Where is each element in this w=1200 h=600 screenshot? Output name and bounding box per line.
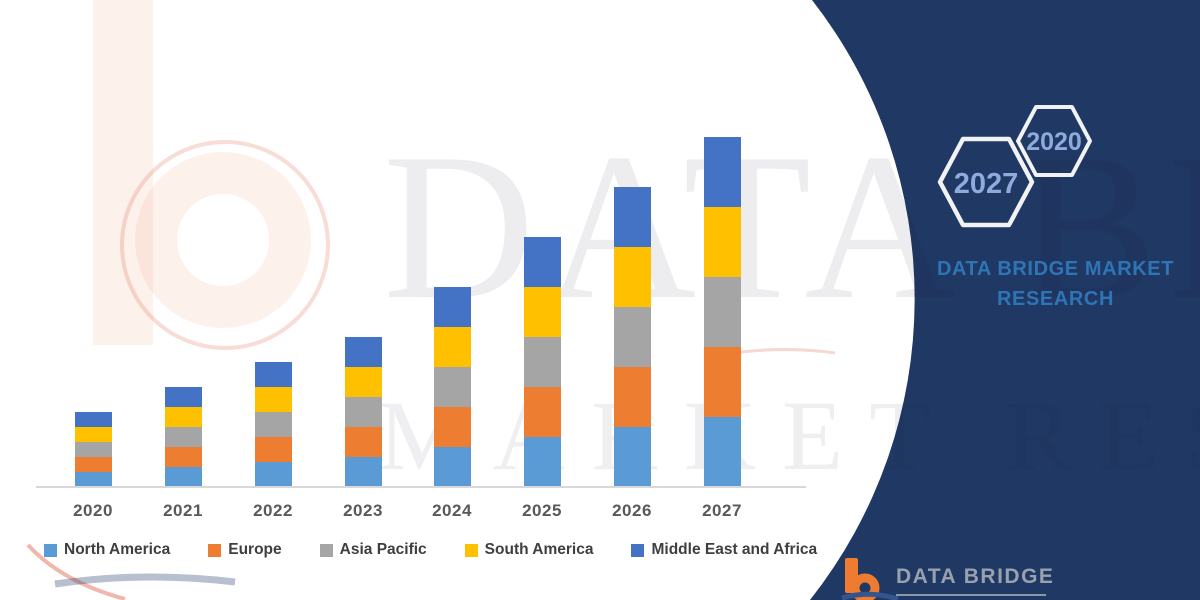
segment-north-america-2026 (613, 427, 651, 487)
x-axis-label-2021: 2021 (163, 501, 203, 520)
bar-2026 (613, 187, 651, 487)
logo-underline (896, 594, 1046, 596)
segment-middle-east-and-africa-2027 (703, 137, 741, 207)
panel-title-line1: DATA BRIDGE MARKET (936, 258, 1175, 280)
segment-middle-east-and-africa-2025 (523, 237, 561, 287)
segment-europe-2022 (254, 437, 292, 462)
segment-south-america-2021 (164, 407, 202, 427)
segment-middle-east-and-africa-2024 (433, 287, 471, 327)
segment-middle-east-and-africa-2022 (254, 362, 292, 387)
segment-europe-2021 (164, 447, 202, 467)
bar-2025 (523, 237, 561, 487)
legend-item-middle-east-and-africa: Middle East and Africa (631, 541, 817, 559)
watermark-red-arc-bottom (26, 543, 126, 600)
segment-europe-2023 (344, 427, 382, 457)
legend-item-south-america: South America (464, 541, 594, 559)
hexagon-2027-label: 2027 (954, 168, 1019, 200)
segment-north-america-2023 (344, 457, 382, 487)
panel-title: DATA BRIDGE MARKET RESEARCH (928, 254, 1183, 314)
segment-south-america-2023 (344, 367, 382, 397)
legend-label-north-america: North America (64, 541, 171, 558)
segment-asia-pacific-2024 (433, 367, 471, 407)
hexagon-2027 (937, 136, 1035, 228)
segment-middle-east-and-africa-2020 (74, 412, 112, 427)
segment-north-america-2021 (164, 467, 202, 487)
segment-asia-pacific-2022 (254, 412, 292, 437)
bar-2022 (254, 362, 292, 487)
hexagon-2020-label: 2020 (1026, 128, 1082, 156)
segment-europe-2027 (703, 347, 741, 417)
legend-swatch-south-america (464, 544, 478, 557)
watermark-text-secondary: MARKET RESEARCH (378, 380, 1200, 491)
segment-asia-pacific-2026 (613, 307, 651, 367)
legend-label-south-america: South America (484, 541, 594, 558)
watermark-red-ring (120, 140, 330, 350)
x-axis-label-2024: 2024 (432, 501, 472, 520)
segment-south-america-2025 (523, 287, 561, 337)
logo-b-bowl (850, 573, 880, 600)
legend-label-asia-pacific: Asia Pacific (339, 541, 427, 558)
legend-swatch-asia-pacific (319, 544, 333, 557)
segment-south-america-2026 (613, 247, 651, 307)
x-axis-label-2025: 2025 (522, 501, 562, 520)
segment-north-america-2025 (523, 437, 561, 487)
segment-south-america-2022 (254, 387, 292, 412)
segment-asia-pacific-2025 (523, 337, 561, 387)
x-axis-label-2022: 2022 (253, 501, 293, 520)
segment-europe-2020 (74, 457, 112, 472)
segment-middle-east-and-africa-2026 (613, 187, 651, 247)
x-axis-label-2026: 2026 (612, 501, 652, 520)
legend-label-europe: Europe (228, 541, 282, 558)
segment-north-america-2027 (703, 417, 741, 487)
chart-legend: North America Europe Asia Pacific South Ame… (44, 541, 817, 559)
bar-2027 (703, 137, 741, 487)
segment-europe-2025 (523, 387, 561, 437)
segment-south-america-2020 (74, 427, 112, 442)
x-axis-label-2020: 2020 (73, 501, 113, 520)
x-axis-label-2027: 2027 (702, 501, 742, 520)
segment-asia-pacific-2027 (703, 277, 741, 347)
segment-asia-pacific-2023 (344, 397, 382, 427)
legend-item-europe: Europe (208, 541, 282, 559)
legend-item-asia-pacific: Asia Pacific (319, 541, 427, 559)
legend-label-middle-east-and-africa: Middle East and Africa (651, 541, 818, 558)
segment-asia-pacific-2020 (74, 442, 112, 457)
x-axis-line (36, 486, 806, 488)
segment-south-america-2027 (703, 207, 741, 277)
bar-2024 (433, 287, 471, 487)
legend-swatch-middle-east-and-africa (631, 544, 645, 557)
legend-swatch-europe (208, 544, 222, 557)
segment-north-america-2020 (74, 472, 112, 487)
bar-2021 (164, 387, 202, 487)
databridge-logo-icon (841, 558, 899, 600)
segment-europe-2024 (433, 407, 471, 447)
hexagon-2020 (1016, 105, 1092, 177)
segment-north-america-2022 (254, 462, 292, 487)
segment-europe-2026 (613, 367, 651, 427)
segment-north-america-2024 (433, 447, 471, 487)
watermark-logo-stem (93, 0, 153, 345)
legend-item-north-america: North America (44, 541, 170, 559)
watermark-red-arc-right (734, 348, 836, 355)
watermark-text-primary: DATA BRIDGE (383, 111, 1200, 343)
databridge-logo-text: DATA BRIDGE (896, 565, 1055, 588)
segment-middle-east-and-africa-2023 (344, 337, 382, 367)
watermark-blue-swoosh (54, 573, 236, 588)
logo-swoosh (841, 591, 899, 600)
x-axis-label-2023: 2023 (343, 501, 383, 520)
segment-south-america-2024 (433, 327, 471, 367)
bar-2023 (344, 337, 382, 487)
bar-2020 (74, 412, 112, 487)
segment-middle-east-and-africa-2021 (164, 387, 202, 407)
segment-asia-pacific-2021 (164, 427, 202, 447)
legend-swatch-north-america (44, 544, 57, 557)
panel-title-line2: RESEARCH (996, 288, 1115, 310)
